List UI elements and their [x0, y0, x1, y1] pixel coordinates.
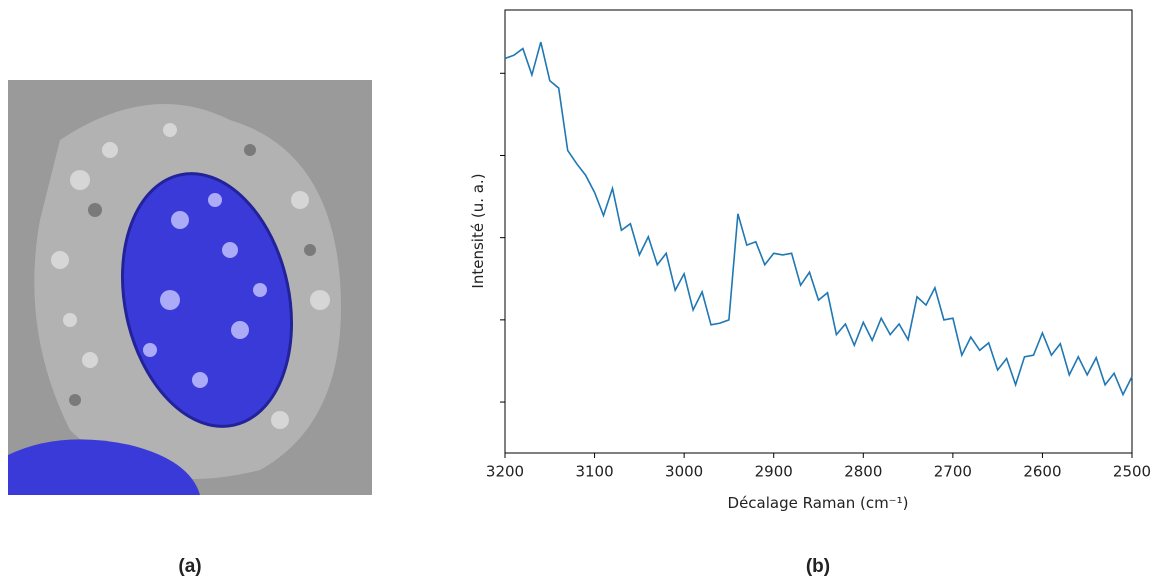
panel-label: (a) — [178, 556, 201, 577]
x-axis-label: Décalage Raman (cm⁻¹) — [728, 494, 909, 512]
x-tick-label: 2500 — [1113, 463, 1151, 481]
x-tick-label: 3100 — [575, 463, 613, 481]
x-tick-label: 2800 — [844, 463, 882, 481]
line-series — [504, 41, 1133, 397]
panel-label: (b) — [806, 556, 830, 577]
y-axis-label: Intensité (u. a.) — [469, 173, 487, 288]
x-tick-label: 2900 — [755, 463, 793, 481]
cell-image — [8, 80, 372, 495]
x-tick-label: 3000 — [665, 463, 703, 481]
x-tick-label: 2600 — [1023, 463, 1061, 481]
x-tick-label: 3200 — [486, 463, 524, 481]
plot-frame — [504, 9, 1133, 454]
x-tick-label: 2700 — [934, 463, 972, 481]
